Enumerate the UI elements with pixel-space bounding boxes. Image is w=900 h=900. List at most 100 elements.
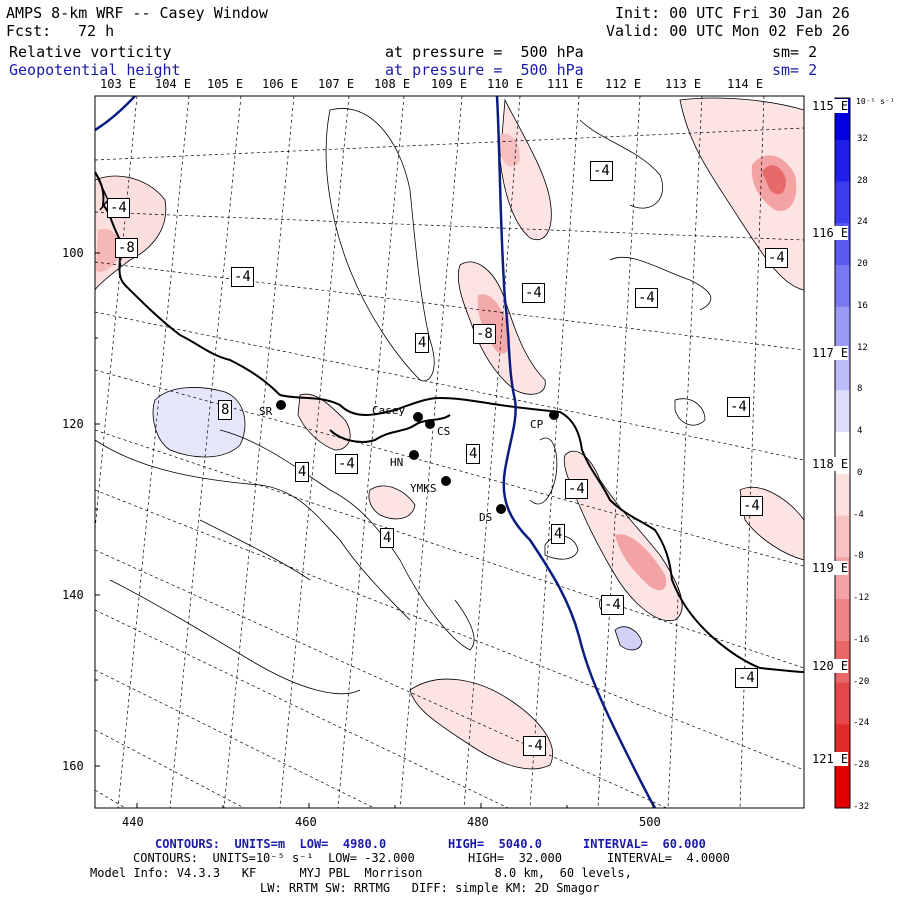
footer-vort-contours: CONTOURS: UNITS=10⁻⁵ s⁻¹ LOW= -32.000 xyxy=(133,851,415,865)
geopotential-contour-corner xyxy=(95,96,136,132)
colorbar-tick-label: 20 xyxy=(857,259,868,270)
contour-label: -4 xyxy=(727,397,750,417)
contour-label: -4 xyxy=(523,736,546,756)
colorbar-tick-label: -8 xyxy=(853,551,864,562)
valid-time: Valid: 00 UTC Mon 02 Feb 26 xyxy=(606,22,850,40)
x-axis-label: 440 xyxy=(122,815,144,829)
colorbar-swatch xyxy=(835,599,850,642)
contour-label: 4 xyxy=(415,333,430,353)
station-label-sr: SR xyxy=(259,405,273,418)
lon-label-right: 118 E xyxy=(812,457,849,471)
contour-label: -4 xyxy=(735,668,758,688)
colorbar-frame xyxy=(834,97,851,809)
colorbar-tick-label: -28 xyxy=(853,760,870,771)
lon-label-right: 117 E xyxy=(812,346,849,360)
footer-vort-interval: INTERVAL= 4.0000 xyxy=(607,851,730,865)
colorbar-swatch xyxy=(835,139,850,183)
contour-label: -8 xyxy=(473,324,496,344)
station-markers xyxy=(276,400,559,514)
contour-label: -4 xyxy=(565,479,588,499)
field2-level: at pressure = 500 hPa xyxy=(385,61,584,79)
lon-label: 113 E xyxy=(665,77,702,91)
lon-label-right: 116 E xyxy=(812,226,849,240)
colorbar-tick-label: 28 xyxy=(857,175,868,186)
contour-label: -4 xyxy=(601,595,624,615)
colorbar-tick-label: 8 xyxy=(857,384,863,395)
footer-physics-info: LW: RRTM SW: RRTMG DIFF: simple KM: 2D S… xyxy=(260,881,600,895)
x-axis-label: 460 xyxy=(295,815,317,829)
colorbar-swatch xyxy=(835,265,850,308)
init-time: Init: 00 UTC Fri 30 Jan 26 xyxy=(615,4,850,22)
contour-label: 4 xyxy=(551,524,566,544)
contour-label: -4 xyxy=(635,288,658,308)
y-axis-label: 100 xyxy=(62,246,84,260)
lat-lon-grid xyxy=(95,96,804,808)
contour-label: -4 xyxy=(740,496,763,516)
lon-label: 103 E xyxy=(100,77,137,91)
colorbar-swatch xyxy=(835,515,850,558)
colorbar-swatch xyxy=(835,390,850,433)
lon-label: 109 E xyxy=(431,77,468,91)
contour-label: 4 xyxy=(380,528,395,548)
station-marker-sr xyxy=(276,400,286,410)
contour-label: -4 xyxy=(107,198,130,218)
footer-model-info: Model Info: V4.3.3 KF MYJ PBL Morrison 8… xyxy=(90,866,632,880)
lon-label: 107 E xyxy=(318,77,355,91)
vorticity-shading xyxy=(95,97,804,770)
field2-smoothing: sm= 2 xyxy=(772,61,818,79)
field1-smoothing: sm= 2 xyxy=(772,43,818,61)
lon-label-right: 115 E xyxy=(812,99,849,113)
geopotential-contour xyxy=(495,96,657,808)
contour-label: -4 xyxy=(765,248,788,268)
colorbar-tick-label: -32 xyxy=(853,802,870,812)
field1-level: at pressure = 500 hPa xyxy=(385,43,584,61)
colorbar-unit: 10⁻⁵ s⁻¹ xyxy=(856,97,895,106)
colorbar-swatch xyxy=(835,306,850,350)
station-marker-cs xyxy=(425,419,435,429)
field1-name: Relative vorticity xyxy=(9,43,172,61)
fcst-label: Fcst: xyxy=(6,22,52,40)
contour-label: -8 xyxy=(115,238,138,258)
lon-label: 108 E xyxy=(374,77,411,91)
colorbar-tick-label: 16 xyxy=(857,300,868,311)
station-marker-casey xyxy=(413,412,423,422)
colorbar xyxy=(834,97,851,809)
colorbar-swatch xyxy=(835,181,850,224)
contour-label: 4 xyxy=(295,462,310,482)
footer-vort-high: HIGH= 32.000 xyxy=(468,851,562,865)
lon-label: 110 E xyxy=(487,77,524,91)
footer-height-contours: CONTOURS: UNITS=m LOW= 4980.0 xyxy=(155,837,387,851)
model-title: AMPS 8-km WRF -- Casey Window xyxy=(6,4,268,22)
colorbar-swatch xyxy=(835,473,850,517)
colorbar-tick-label: 24 xyxy=(857,217,868,228)
colorbar-tick-label: -12 xyxy=(853,593,870,604)
axis-ticks xyxy=(95,252,654,808)
station-marker-ymks xyxy=(441,476,451,486)
station-label-cs: CS xyxy=(437,425,451,438)
fcst-value: 72 h xyxy=(78,22,115,40)
colorbar-tick-label: 4 xyxy=(857,426,863,437)
x-axis-label: 500 xyxy=(639,815,661,829)
station-label-ymks: YMKS xyxy=(410,482,437,495)
colorbar-tick-label: -20 xyxy=(853,676,870,687)
station-label-cp: CP xyxy=(530,418,544,431)
contour-label: -4 xyxy=(335,454,358,474)
lon-label: 106 E xyxy=(262,77,299,91)
colorbar-swatch xyxy=(835,766,850,809)
field2-name: Geopotential height xyxy=(9,61,181,79)
station-marker-cp xyxy=(549,410,559,420)
colorbar-tick-label: -4 xyxy=(853,509,864,520)
colorbar-tick-label: -16 xyxy=(853,634,870,645)
lon-label: 112 E xyxy=(605,77,642,91)
station-label-hn: HN xyxy=(390,456,404,469)
lon-label-right: 121 E xyxy=(812,752,849,766)
lon-label: 114 E xyxy=(727,77,764,91)
y-axis-label: 140 xyxy=(62,588,84,602)
lon-label: 104 E xyxy=(155,77,192,91)
contour-label: 8 xyxy=(218,400,233,420)
lon-label-right: 120 E xyxy=(812,659,849,673)
station-marker-ds xyxy=(496,504,506,514)
x-axis-label: 480 xyxy=(467,815,489,829)
map-frame xyxy=(94,95,805,809)
